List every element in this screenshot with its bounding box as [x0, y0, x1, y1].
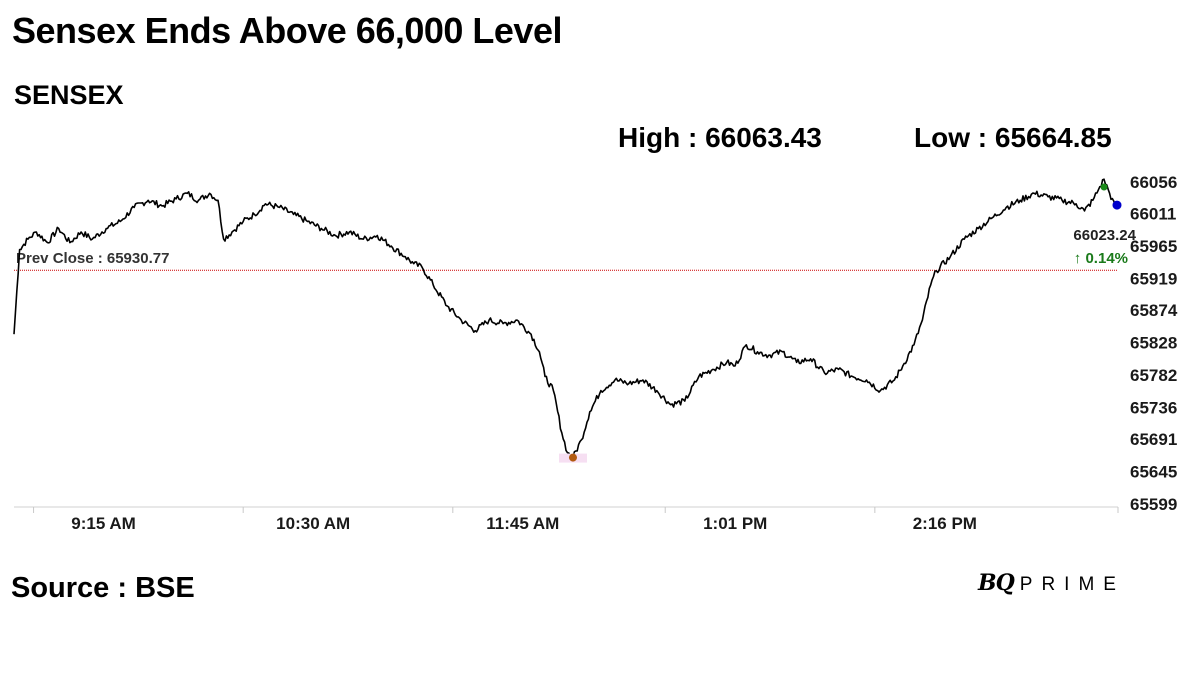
y-tick-label: 65919 [1130, 270, 1177, 289]
sensex-price-line [13, 178, 1116, 459]
bq-prime-logo: BQ PRIME [978, 570, 1125, 596]
y-tick-label: 65691 [1130, 430, 1177, 449]
logo-prime: PRIME [1019, 574, 1125, 595]
x-tick-label: 1:01 PM [703, 514, 767, 533]
y-tick-label: 66056 [1130, 173, 1177, 192]
logo-bq: BQ [978, 570, 1015, 596]
last-price-label: 66023.24 [1073, 227, 1136, 244]
y-tick-label: 66011 [1130, 205, 1176, 224]
high-value: High : 66063.43 [618, 122, 822, 153]
y-tick-label: 65965 [1130, 237, 1177, 256]
y-tick-label: 65874 [1130, 301, 1178, 320]
y-tick-label: 65736 [1130, 398, 1177, 417]
change-percent-label: ↑ 0.14% [1074, 250, 1128, 267]
low-point-marker [568, 453, 577, 462]
sensex-line-chart: 9:15 AM 10:30 AM 11:45 AM 1:01 PM 2:16 PM 660… [13, 173, 1178, 533]
last-point-marker [1112, 200, 1122, 210]
y-tick-label: 65782 [1130, 366, 1177, 385]
chart-subtitle: SENSEX [14, 80, 124, 110]
low-value: Low : 65664.85 [914, 122, 1112, 153]
high-point-marker [1100, 183, 1108, 191]
source-label: Source : BSE [11, 572, 195, 604]
y-tick-label: 65645 [1130, 463, 1177, 482]
y-tick-label: 65828 [1130, 334, 1177, 353]
x-tick-label: 11:45 AM [486, 514, 559, 533]
x-tick-label: 9:15 AM [71, 514, 136, 533]
page-title: Sensex Ends Above 66,000 Level [12, 10, 562, 51]
y-tick-label: 65599 [1130, 495, 1177, 514]
x-tick-label: 2:16 PM [913, 514, 977, 533]
prev-close-label: Prev Close : 65930.77 [16, 250, 169, 267]
x-tick-label: 10:30 AM [276, 514, 350, 533]
